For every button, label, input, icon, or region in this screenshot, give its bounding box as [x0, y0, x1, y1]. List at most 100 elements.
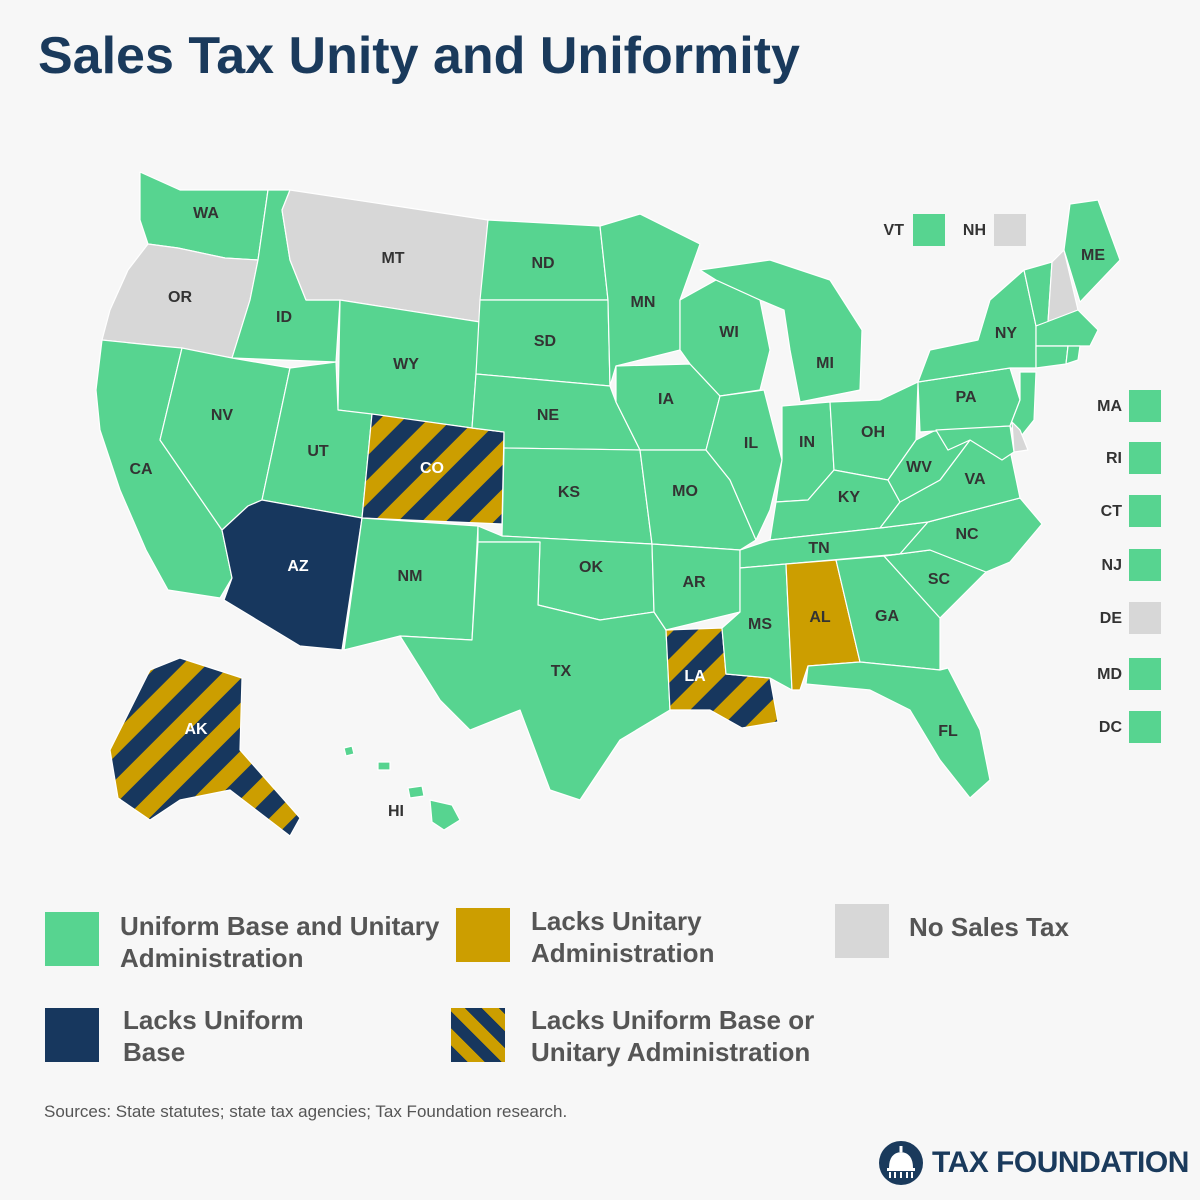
label-WY: WY [393, 356, 419, 373]
small-state-label-nj: NJ [1101, 557, 1122, 574]
state-HI-oahu[interactable] [377, 761, 391, 771]
us-map: WA OR CA ID NV MT WY UT AZ CO NM ND SD N… [95, 171, 1121, 837]
state-DE[interactable] [1011, 421, 1029, 453]
small-state-label-nh: NH [962, 222, 986, 239]
label-NY: NY [995, 325, 1018, 342]
label-AL: AL [809, 609, 831, 626]
label-WI: WI [719, 324, 739, 341]
state-AK[interactable] [109, 657, 301, 837]
label-NE: NE [537, 407, 560, 424]
label-OR: OR [168, 289, 192, 306]
small-state-box-nj[interactable] [1129, 549, 1161, 581]
state-TX[interactable] [399, 541, 671, 801]
state-MI[interactable] [699, 259, 863, 403]
label-PA: PA [955, 389, 976, 406]
legend-label-uniform: Uniform Base and Unitary Administration [120, 910, 439, 974]
state-GA[interactable] [835, 555, 941, 671]
label-OK: OK [579, 559, 603, 576]
label-KY: KY [838, 489, 861, 506]
label-SC: SC [928, 571, 951, 588]
source-note: Sources: State statutes; state tax agenc… [44, 1102, 568, 1121]
legend-label-no-tax: No Sales Tax [909, 911, 1069, 943]
label-SD: SD [534, 333, 556, 350]
state-MD[interactable] [935, 425, 1015, 461]
small-state-label-de: DE [1099, 610, 1122, 627]
small-state-box-de[interactable] [1129, 602, 1161, 634]
legend-swatch-uniform [45, 912, 99, 966]
label-ID: ID [276, 309, 292, 326]
legend-label-lacks-both: Lacks Uniform Base or Unitary Administra… [531, 1004, 814, 1068]
small-state-label-ri: RI [1106, 450, 1122, 467]
small-state-box-vt[interactable] [913, 214, 945, 246]
label-NC: NC [955, 526, 979, 543]
state-MA[interactable] [1035, 309, 1099, 347]
label-HI: HI [388, 803, 404, 820]
small-state-box-dc[interactable] [1129, 711, 1161, 743]
legend-label-lacks-uniform-line1: Lacks Uniform [123, 1005, 304, 1035]
label-CO: CO [420, 460, 444, 477]
legend-label-lacks-both-line1: Lacks Uniform Base or [531, 1005, 815, 1035]
label-FL: FL [938, 723, 958, 740]
label-MO: MO [672, 483, 698, 500]
label-IA: IA [658, 391, 674, 408]
legend-swatch-lacks-both [451, 1008, 505, 1062]
label-KS: KS [558, 484, 581, 501]
state-IL[interactable] [705, 389, 783, 541]
legend-label-lacks-uniform: Lacks Uniform Base [123, 1004, 304, 1068]
state-CT[interactable] [1035, 345, 1069, 369]
label-MT: MT [381, 250, 404, 267]
state-NY[interactable] [917, 269, 1037, 383]
state-AR[interactable] [651, 543, 741, 631]
label-AZ: AZ [287, 558, 309, 575]
label-ME: ME [1081, 247, 1105, 264]
legend-label-lacks-unitary-line2: Administration [531, 938, 715, 968]
label-MS: MS [748, 616, 772, 633]
state-AZ[interactable] [221, 499, 363, 651]
state-HI-kauai[interactable] [343, 745, 355, 757]
legend-label-no-tax-line1: No Sales Tax [909, 912, 1069, 942]
small-state-box-ct[interactable] [1129, 495, 1161, 527]
small-state-box-ri[interactable] [1129, 442, 1161, 474]
label-CA: CA [129, 461, 153, 478]
small-state-box-md[interactable] [1129, 658, 1161, 690]
label-WA: WA [193, 205, 219, 222]
tax-foundation-logo[interactable]: TAX FOUNDATION [878, 1140, 1189, 1186]
small-state-box-ma[interactable] [1129, 390, 1161, 422]
label-TN: TN [808, 540, 829, 557]
label-WV: WV [906, 459, 932, 476]
state-FL[interactable] [805, 661, 991, 799]
legend-label-lacks-both-line2: Unitary Administration [531, 1037, 811, 1067]
small-state-label-ma: MA [1097, 398, 1122, 415]
label-LA: LA [684, 668, 706, 685]
state-RI[interactable] [1065, 345, 1081, 365]
label-GA: GA [875, 608, 899, 625]
label-MN: MN [631, 294, 656, 311]
label-IN: IN [799, 434, 815, 451]
label-MI: MI [816, 355, 834, 372]
capitol-dome-icon [879, 1141, 923, 1185]
small-state-label-dc: DC [1098, 719, 1122, 736]
small-state-label-ct: CT [1100, 503, 1122, 520]
legend-label-uniform-line2: Administration [120, 943, 304, 973]
label-OH: OH [861, 424, 885, 441]
small-state-label-vt: VT [883, 222, 904, 239]
legend-label-uniform-line1: Uniform Base and Unitary [120, 911, 440, 941]
small-state-label-md: MD [1097, 666, 1122, 683]
label-NV: NV [211, 407, 234, 424]
legend-swatch-no-tax [835, 904, 889, 958]
label-AK: AK [184, 721, 208, 738]
state-HI-big[interactable] [429, 799, 461, 831]
label-NM: NM [398, 568, 423, 585]
legend-swatch-lacks-uniform [45, 1008, 99, 1062]
label-VA: VA [964, 471, 985, 488]
state-ME[interactable] [1063, 199, 1121, 303]
legend-label-lacks-uniform-line2: Base [123, 1037, 186, 1067]
label-AR: AR [682, 574, 706, 591]
state-HI-maui[interactable] [407, 785, 425, 799]
page-title: Sales Tax Unity and Uniformity [38, 27, 800, 85]
legend-label-lacks-unitary: Lacks Unitary Administration [531, 905, 714, 969]
logo-text: TAX FOUNDATION [932, 1146, 1189, 1179]
label-UT: UT [307, 443, 329, 460]
label-TX: TX [551, 663, 572, 680]
small-state-box-nh[interactable] [994, 214, 1026, 246]
